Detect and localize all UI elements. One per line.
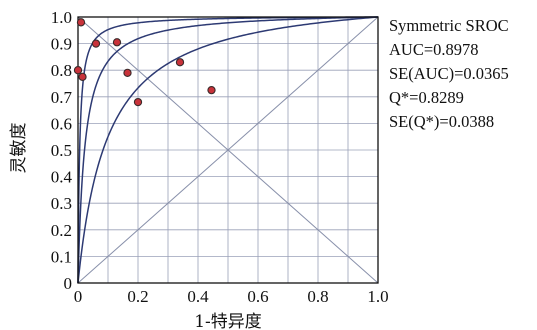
- study-point: [78, 72, 87, 81]
- y-tick-label: 0.3: [51, 194, 72, 213]
- sroc-curve-lower: [77, 16, 379, 284]
- x-tick-label: 0.6: [247, 287, 268, 306]
- y-tick-label: 0.7: [51, 88, 73, 107]
- study-point: [112, 38, 122, 47]
- grid-lines: [78, 17, 378, 283]
- x-tick-label: 0.4: [187, 287, 209, 306]
- q-star-line: [77, 16, 379, 284]
- x-tick-label: 1.0: [367, 287, 388, 306]
- y-tick-labels: 0 0.1 0.2 0.3 0.4 0.5 0.6 0.7 0.8 0.9 1.0: [51, 8, 73, 293]
- study-point: [123, 68, 132, 78]
- y-tick-label: 0.1: [51, 247, 72, 266]
- study-point: [207, 86, 216, 95]
- x-tick-label: 0: [74, 287, 83, 306]
- y-axis-title: 灵敏度: [9, 123, 29, 174]
- annotation-auc: AUC=0.8978: [389, 40, 479, 59]
- diagonal-lines: [77, 16, 379, 284]
- study-point: [73, 66, 83, 75]
- y-tick-label: 0.2: [51, 221, 72, 240]
- annotation-title: Symmetric SROC: [389, 16, 509, 35]
- y-tick-label: 0.5: [51, 141, 72, 160]
- y-tick-label: 0.9: [51, 35, 72, 54]
- sroc-curve-summary: [77, 16, 379, 284]
- y-tick-label: 0: [64, 274, 73, 293]
- x-axis-title: 1-特异度: [194, 312, 262, 330]
- y-tick-label: 0.4: [51, 168, 73, 187]
- statistics-annotation: Symmetric SROC AUC=0.8978 SE(AUC)=0.0365…: [389, 14, 509, 134]
- study-points: [73, 18, 216, 107]
- y-tick-label: 0.6: [51, 114, 72, 133]
- y-tick-label: 0.8: [51, 61, 72, 80]
- study-point: [175, 58, 185, 67]
- study-point: [133, 97, 143, 107]
- study-point: [76, 18, 86, 27]
- plot-frame: [77, 16, 379, 284]
- study-point: [91, 39, 101, 48]
- x-tick-labels: 0 0.2 0.4 0.6 0.8 1.0: [74, 287, 389, 306]
- annotation-se-auc: SE(AUC)=0.0365: [389, 64, 509, 83]
- x-tick-label: 0.8: [307, 287, 328, 306]
- x-tick-label: 0.2: [127, 287, 148, 306]
- annotation-se-q-star: SE(Q*)=0.0388: [389, 112, 495, 131]
- annotation-q-star: Q*=0.8289: [389, 88, 464, 107]
- y-tick-label: 1.0: [51, 8, 72, 27]
